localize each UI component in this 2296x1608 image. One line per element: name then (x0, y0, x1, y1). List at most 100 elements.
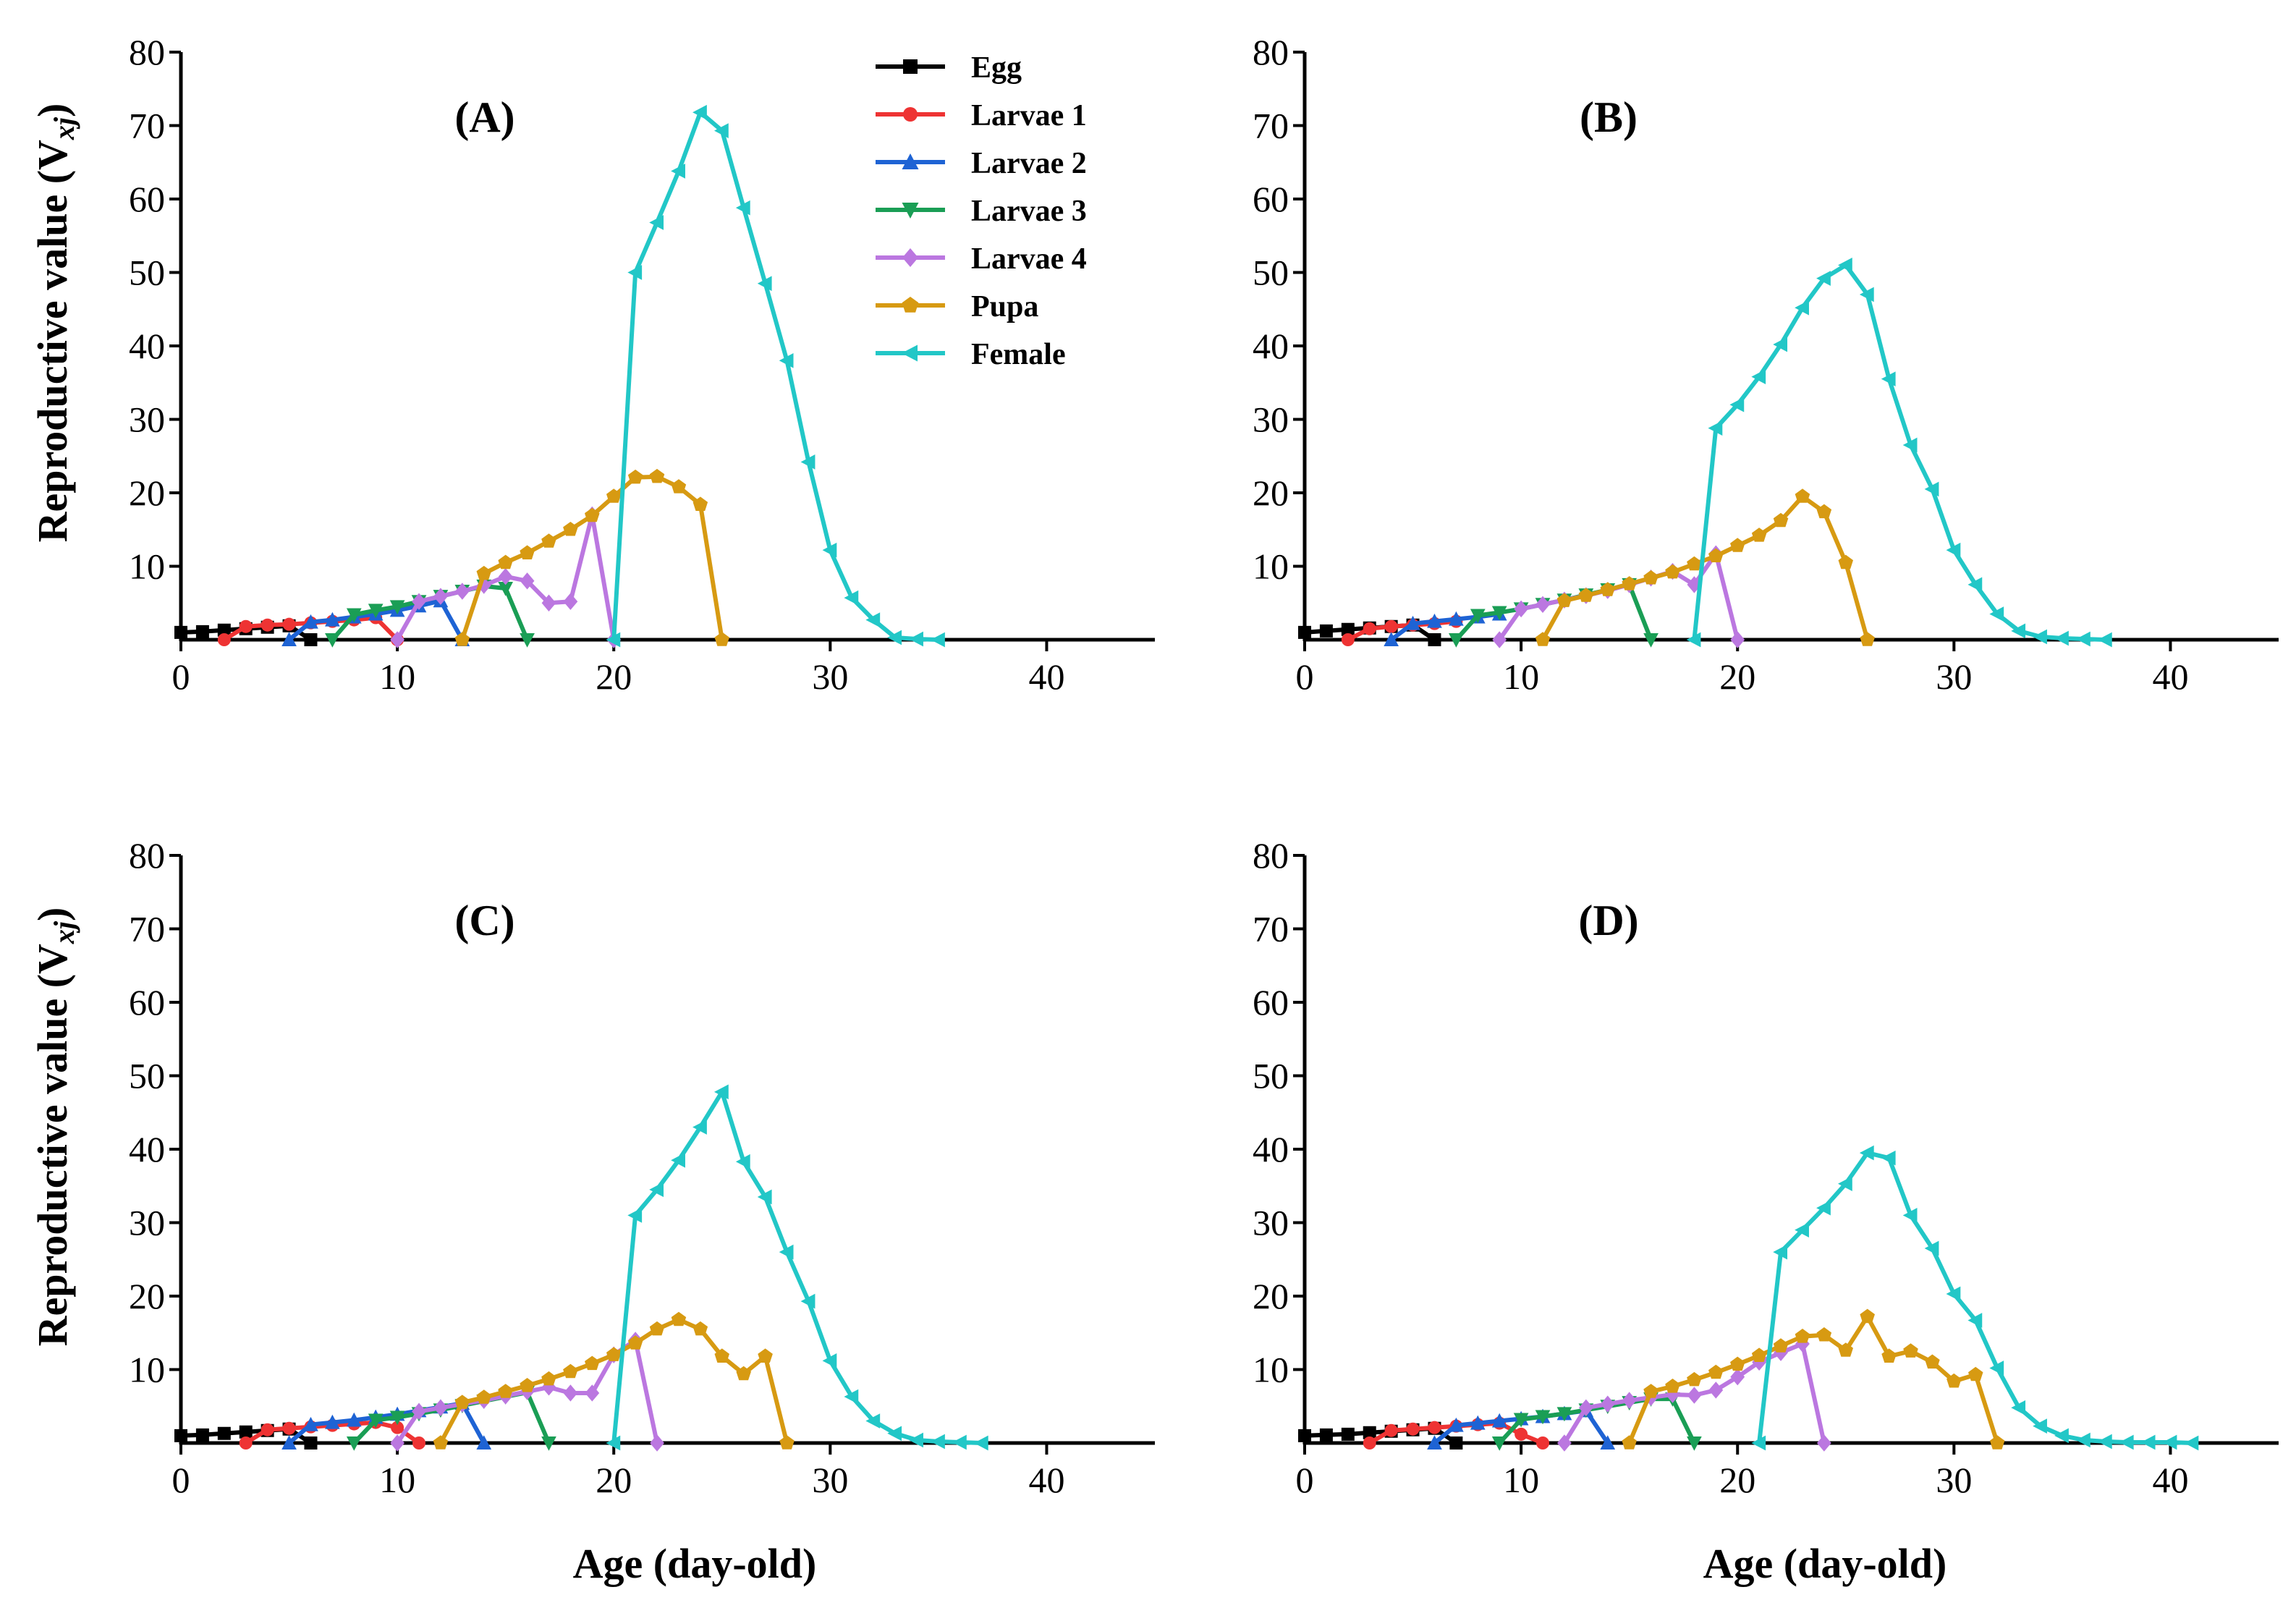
data-point (865, 1413, 881, 1429)
legend-marker (902, 203, 919, 219)
data-point (1730, 1356, 1745, 1371)
data-point (1600, 1395, 1615, 1413)
data-point (1556, 1407, 1572, 1422)
data-point (1838, 1342, 1853, 1357)
data-point (260, 618, 274, 632)
y-tick-label: 30 (1253, 1203, 1289, 1243)
data-point (1491, 1413, 1507, 1428)
data-point (217, 633, 231, 646)
x-tick-label: 10 (379, 656, 415, 697)
x-tick-label: 40 (1028, 656, 1064, 697)
series-female (1751, 1145, 2199, 1451)
data-point (412, 593, 426, 610)
data-point (239, 1425, 253, 1439)
data-point (1773, 337, 1788, 352)
y-tick-label: 30 (1253, 399, 1289, 440)
series-female (606, 104, 945, 648)
data-point (282, 617, 296, 631)
series-line (611, 110, 939, 642)
data-point (2140, 1434, 2156, 1450)
data-point (1643, 1384, 1659, 1398)
legend-item: Egg (876, 51, 1022, 85)
x-axis-title-left: Age (day-old) (573, 1540, 817, 1587)
data-point (2054, 630, 2069, 646)
data-point (368, 1413, 384, 1429)
data-point (713, 123, 729, 138)
legend-item: Female (876, 338, 1066, 371)
data-point (1449, 1436, 1463, 1450)
data-point (391, 1421, 404, 1434)
data-point (1405, 615, 1420, 630)
data-point (1795, 1222, 1809, 1237)
data-point (325, 1414, 340, 1429)
data-point (1859, 1145, 1874, 1161)
data-point (1708, 420, 1723, 436)
y-tick-label: 80 (1253, 835, 1289, 876)
data-point (2162, 1434, 2177, 1450)
data-point (1427, 613, 1442, 628)
data-point (1492, 631, 1507, 648)
x-axis-title-right: Age (day-old) (1703, 1540, 1947, 1587)
data-point (541, 1371, 556, 1386)
data-point (2011, 1400, 2026, 1416)
data-point (736, 1366, 751, 1381)
data-point (1384, 1423, 1398, 1437)
data-point (239, 619, 253, 633)
data-point (973, 1435, 988, 1451)
x-tick-label: 0 (172, 1460, 190, 1500)
data-point (281, 1435, 297, 1450)
data-point (1903, 1343, 1918, 1358)
x-tick-label: 40 (2152, 656, 2188, 697)
data-point (1860, 632, 1875, 646)
data-point (520, 572, 535, 590)
data-point (1708, 548, 1724, 562)
legend-item: Larvae 4 (876, 242, 1087, 276)
data-point (368, 604, 384, 619)
data-point (1687, 1371, 1702, 1387)
data-point (1600, 1435, 1616, 1450)
data-point (692, 104, 707, 120)
data-point (1665, 1379, 1680, 1393)
x-tick-label: 30 (1936, 1460, 1972, 1500)
panel-label: (B) (1580, 93, 1638, 141)
data-point (1751, 369, 1766, 384)
data-point (909, 631, 923, 647)
data-point (476, 1389, 491, 1404)
data-point (1449, 633, 1464, 648)
data-point (649, 468, 665, 483)
y-axis-title-bottom: Reproductive value (Vxj) (29, 907, 80, 1347)
data-point (1924, 481, 1939, 497)
data-point (2033, 629, 2047, 645)
data-point (1515, 1427, 1528, 1441)
data-point (606, 488, 622, 503)
data-point (1708, 1364, 1724, 1379)
y-tick-label: 30 (129, 1203, 165, 1243)
data-point (454, 1395, 470, 1409)
data-point (304, 1436, 318, 1450)
data-point (1536, 1436, 1550, 1450)
data-point (713, 1084, 729, 1100)
data-point (1773, 1338, 1789, 1353)
data-point (1751, 528, 1767, 542)
data-point (1622, 1435, 1637, 1450)
data-point (1406, 1422, 1420, 1436)
data-point (585, 1384, 600, 1402)
data-point (1902, 1208, 1918, 1223)
data-point (1687, 576, 1702, 593)
data-point (887, 1426, 902, 1442)
data-point (454, 632, 470, 646)
data-point (757, 276, 772, 292)
data-point (1989, 1361, 2004, 1376)
data-point (1363, 1426, 1376, 1439)
data-point (412, 1402, 426, 1421)
x-tick-label: 30 (1936, 656, 1972, 697)
data-point (1773, 1244, 1788, 1260)
legend-label: Egg (971, 51, 1022, 85)
data-point (563, 522, 578, 536)
data-point (2097, 1434, 2112, 1450)
data-point (887, 630, 902, 646)
data-point (865, 612, 881, 627)
data-point (476, 565, 491, 580)
x-tick-label: 20 (596, 656, 632, 697)
data-point (931, 1434, 945, 1450)
